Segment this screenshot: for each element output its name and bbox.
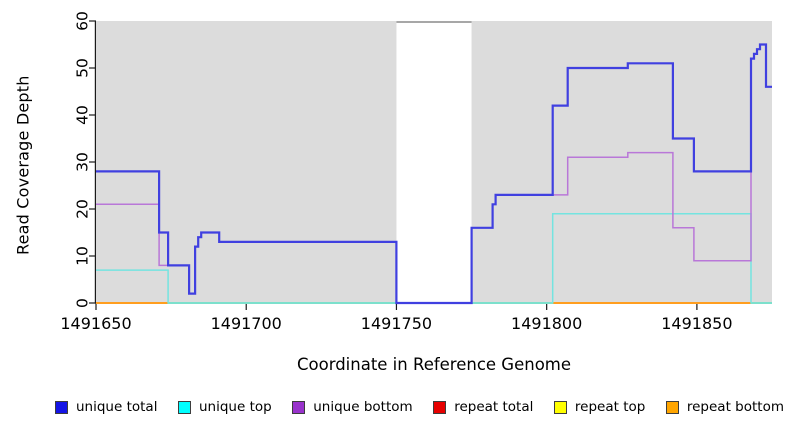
legend-label: repeat top <box>574 399 646 415</box>
unique-total-swatch-icon <box>55 400 68 414</box>
plot-area: 0 10 20 30 40 50 60 1491650 1491700 1491750 149180… <box>60 11 772 333</box>
y-axis-title: Read Coverage Depth <box>13 75 33 255</box>
repeat-total-swatch-icon <box>433 400 447 414</box>
legend-item-unique-top: unique top <box>178 399 272 415</box>
legend-item-repeat-top: repeat top <box>553 399 646 415</box>
y-tick-label: 0 <box>73 298 91 308</box>
y-tick-label: 40 <box>73 105 91 125</box>
legend-item-unique-total: unique total <box>55 399 157 415</box>
y-tick-label: 60 <box>73 11 91 31</box>
unique-top-swatch-icon <box>178 400 191 414</box>
y-tick-label: 10 <box>73 246 91 266</box>
repeat-top-swatch-icon <box>553 400 567 414</box>
plot-background-left <box>96 21 397 303</box>
legend-item-repeat-bottom: repeat bottom <box>665 399 784 415</box>
series-unique-top <box>96 212 772 304</box>
legend-label: unique bottom <box>313 399 413 415</box>
legend-label: unique top <box>199 399 272 415</box>
coverage-plot: 0 10 20 30 40 50 60 1491650 1491700 1491750 149180… <box>60 11 772 333</box>
y-tick-label: 50 <box>73 58 91 78</box>
x-tick-label: 1491700 <box>211 314 282 333</box>
y-tick-label: 30 <box>73 152 91 172</box>
x-tick-label: 1491800 <box>511 314 582 333</box>
legend-label: repeat total <box>454 399 534 415</box>
x-tick-label: 1491750 <box>361 314 432 333</box>
legend-item-unique-bottom: unique bottom <box>292 399 413 415</box>
x-axis-title: Coordinate in Reference Genome <box>296 355 572 374</box>
x-tick-label: 1491850 <box>661 314 732 333</box>
y-tick-label: 20 <box>73 199 91 219</box>
legend-item-repeat-total: repeat total <box>433 399 533 415</box>
repeat-bottom-swatch-icon <box>665 400 679 414</box>
x-tick-label: 1491650 <box>60 314 131 333</box>
series-unique-total <box>96 43 772 305</box>
unique-bottom-swatch-icon <box>292 400 306 414</box>
legend: unique total unique top unique bottom re… <box>55 399 784 415</box>
legend-label: repeat bottom <box>686 399 784 415</box>
legend-label: unique total <box>76 399 158 415</box>
